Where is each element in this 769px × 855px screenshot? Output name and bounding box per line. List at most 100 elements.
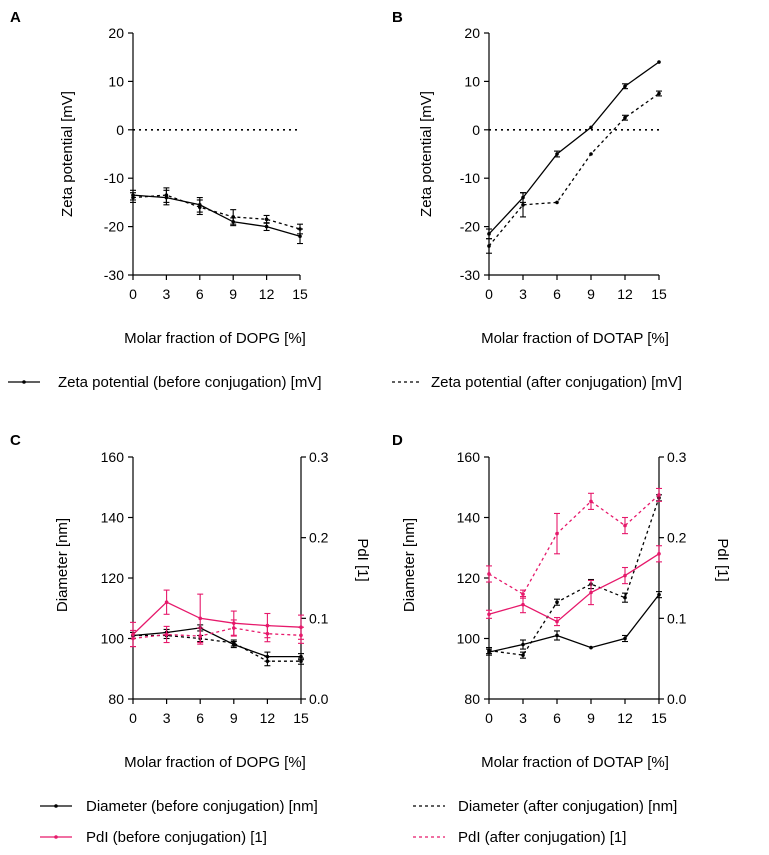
panel-c-series-3-point (131, 636, 135, 641)
panel-d-series-1-point (555, 600, 559, 604)
panel-c-y2tick-label: 0.0 (309, 691, 329, 707)
panel-a-xtick-label: 3 (163, 286, 171, 302)
panel-d-y2tick-label: 0.0 (667, 691, 687, 707)
panel-d-series-0 (486, 591, 662, 656)
panel-d-series-0-point (657, 592, 661, 597)
legend-top: Zeta potential (before conjugation) [mV]… (8, 374, 682, 391)
panel-c-xtick-label: 0 (129, 710, 137, 726)
panel-c-xlabel: Molar fraction of DOPG [%] (124, 754, 306, 771)
panel-a-plot: 20 10 0 -10 -20 -30 0 3 6 9 12 15 (104, 25, 308, 302)
panel-a-series-1-point (164, 193, 169, 197)
panel-c-series-2-point (164, 600, 169, 604)
panel-c-ylabel: Diameter [nm] (54, 518, 71, 612)
panel-b-xtick-label: 9 (587, 286, 595, 302)
panel-c-y2tick-label: 0.2 (309, 530, 329, 546)
panel-a-xlabel: Molar fraction of DOPG [%] (124, 330, 306, 347)
panel-d-xtick-label: 12 (617, 710, 633, 726)
panel-d-series-3 (486, 487, 662, 599)
panel-d-y2tick-label: 0.1 (667, 610, 687, 626)
panel-b-ylabel: Zeta potential [mV] (418, 91, 435, 217)
legend-top-label-0: Zeta potential (before conjugation) [mV] (58, 374, 321, 391)
panel-d-ytick-label: 80 (464, 691, 480, 707)
legend-bottom-item-0: Diameter (before conjugation) [nm] (40, 798, 318, 815)
panel-a-series-1-point (198, 205, 202, 210)
panel-b-series-0-point (555, 152, 559, 156)
panel-d-series-1 (486, 494, 662, 659)
legend-top-marker-0 (22, 380, 26, 384)
panel-b-ytick-label: 10 (464, 73, 480, 89)
panel-d-series-2-point (589, 590, 593, 595)
panel-d-series-1-point (623, 595, 627, 600)
panel-d-series-2 (486, 545, 662, 627)
panel-d-series-1-point (487, 648, 491, 653)
panel-d: D Diameter [nm] PdI [1] Molar fraction o… (392, 432, 731, 771)
panel-c-series-2-point (198, 616, 202, 621)
panel-c-xtick-label: 9 (230, 710, 238, 726)
panel-c-series-2 (130, 589, 304, 648)
legend-bottom-label-2: PdI (before conjugation) [1] (86, 829, 267, 846)
panel-d-xtick-label: 9 (587, 710, 595, 726)
panel-b-series-0-point (623, 84, 627, 89)
panel-b: B Zeta potential [mV] Molar fraction of … (392, 9, 669, 347)
panel-a-xtick-label: 0 (129, 286, 137, 302)
panel-a-ytick-label: 20 (108, 25, 124, 41)
panel-a-xtick-label: 12 (259, 286, 275, 302)
panel-d-series-2-point (487, 612, 491, 617)
panel-d-y2tick-label: 0.3 (667, 449, 687, 465)
panel-d-ytick-label: 100 (457, 631, 481, 647)
panel-d-xlabel: Molar fraction of DOTAP [%] (481, 754, 669, 771)
panel-a-series-1-point (298, 227, 302, 231)
panel-d-ylabel: Diameter [nm] (401, 518, 418, 612)
panel-d-series-1-line (488, 497, 660, 656)
panel-d-series-0-point (521, 642, 525, 647)
panel-c-ytick-label: 160 (101, 449, 125, 465)
panel-a-series-1-point (264, 217, 269, 222)
panel-c-series-3-line (132, 627, 302, 640)
panel-d-y2label: PdI [1] (714, 538, 731, 581)
panel-c-xtick-label: 15 (293, 710, 309, 726)
panel-a-label: A (10, 9, 21, 26)
panel-c-ytick-label: 120 (101, 570, 125, 586)
panel-d-ytick-label: 160 (457, 449, 481, 465)
panel-b-series-1-point (521, 203, 525, 207)
panel-c-series-1 (130, 631, 304, 667)
panel-c-ytick-label: 100 (101, 631, 125, 647)
panel-b-series-0 (486, 60, 661, 240)
panel-d-series-3-point (589, 499, 593, 504)
panel-a-xtick-label: 9 (229, 286, 237, 302)
panel-d-series-0-line (488, 594, 660, 653)
legend-bottom-marker-0 (54, 804, 58, 808)
panel-b-label: B (392, 9, 403, 26)
panel-a-series-0 (130, 189, 303, 245)
panel-b-ytick-label: 20 (464, 25, 480, 41)
panel-b-series-0-point (487, 232, 491, 236)
panel-c-series-1-point (299, 659, 303, 663)
legend-bottom-label-3: PdI (after conjugation) [1] (458, 829, 626, 846)
panel-c-xtick-label: 3 (163, 710, 171, 726)
panel-c-series-0-point (299, 654, 303, 659)
panel-a-ylabel: Zeta potential [mV] (59, 91, 76, 217)
panel-a-ytick-label: -20 (104, 219, 124, 235)
panel-a-ytick-label: -30 (104, 267, 124, 283)
panel-d-xtick-label: 6 (553, 710, 561, 726)
panel-d-series-3-point (521, 592, 525, 596)
legend-bottom-item-1: Diameter (after conjugation) [nm] (413, 798, 677, 815)
panel-d-series-2-point (555, 619, 559, 624)
panel-b-series-1-point (589, 152, 593, 156)
panel-d-ytick-label: 140 (457, 510, 481, 526)
panel-d-series-0-point (589, 645, 593, 650)
panel-c-series-3-point (232, 626, 236, 630)
panel-c-y2tick-label: 0.3 (309, 449, 329, 465)
panel-c-xtick-label: 12 (260, 710, 276, 726)
panel-a-series-1 (130, 187, 303, 235)
panel-c-y2tick-label: 0.1 (309, 610, 329, 626)
legend-bottom-item-2: PdI (before conjugation) [1] (40, 829, 267, 846)
panel-c-series-1-point (232, 641, 236, 645)
panel-c-series-3-point (198, 634, 202, 638)
panel-d-series-0-point (555, 633, 559, 638)
legend-top-label-1: Zeta potential (after conjugation) [mV] (431, 374, 682, 391)
panel-d-series-3-point (555, 531, 559, 536)
panel-b-series-0-point (657, 60, 661, 64)
panel-b-series-1 (486, 90, 662, 254)
